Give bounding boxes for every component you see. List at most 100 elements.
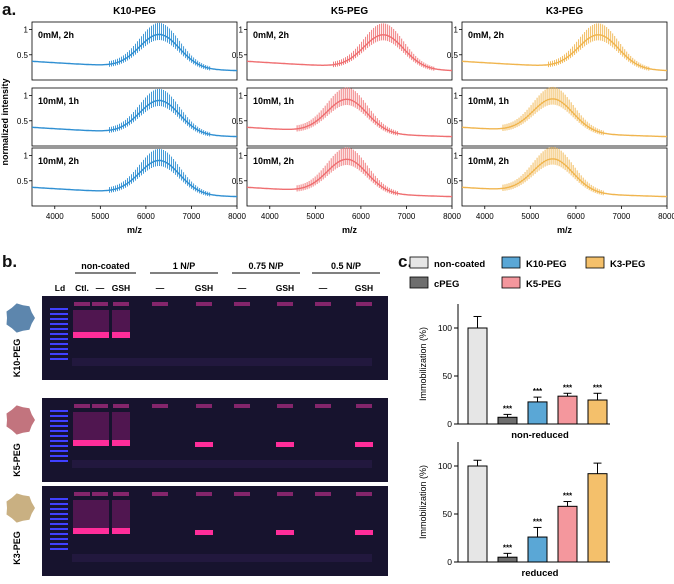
nanoparticle-icon xyxy=(6,493,35,523)
ms-xlabel: m/z xyxy=(127,225,143,235)
gel-band xyxy=(195,530,213,535)
ladder-band xyxy=(50,528,68,530)
ladder-band xyxy=(50,348,68,350)
ladder-band xyxy=(50,450,68,452)
ms-ytick-label: 1 xyxy=(239,26,244,35)
ms-ytick-label: 1 xyxy=(239,152,244,161)
ms-ytick-label: 1 xyxy=(454,26,459,35)
ladder-band xyxy=(50,440,68,442)
ms-column-title: K5-PEG xyxy=(331,6,368,17)
gel-band xyxy=(276,530,294,535)
ms-condition-label: 0mM, 2h xyxy=(38,30,74,40)
ms-ytick-label: 1 xyxy=(454,92,459,101)
ms-ytick-label: 0.5 xyxy=(232,51,244,60)
ms-xtick-label: 5000 xyxy=(521,212,539,221)
gel-band xyxy=(91,440,109,446)
ms-envelope-line xyxy=(32,99,237,138)
ms-envelope-line xyxy=(247,34,452,72)
ms-xtick-label: 6000 xyxy=(352,212,370,221)
significance-marker: *** xyxy=(563,492,573,501)
bar-ytick-label: 50 xyxy=(443,371,453,381)
ms-envelope-line xyxy=(32,33,237,72)
bar-K10-PEG xyxy=(527,401,548,425)
ladder-band xyxy=(50,513,68,515)
ms-plot-frame xyxy=(31,147,238,207)
gel-lane-label: — xyxy=(156,283,165,293)
gel-band xyxy=(355,442,373,447)
ms-ytick-label: 0.5 xyxy=(17,177,29,186)
significance-marker: *** xyxy=(503,543,513,552)
ladder-band xyxy=(50,498,68,500)
ladder-band xyxy=(50,410,68,412)
bar-ytick-label: 0 xyxy=(447,419,452,429)
ms-xlabel: m/z xyxy=(557,225,573,235)
gel-band xyxy=(91,528,109,534)
nanoparticle-icon xyxy=(6,405,35,435)
ms-ytick-label: 1 xyxy=(454,152,459,161)
ms-plot-frame xyxy=(31,21,238,81)
gel-lane-label: GSH xyxy=(195,283,213,293)
ladder-band xyxy=(50,435,68,437)
gel-band xyxy=(112,332,130,338)
ms-xlabel: m/z xyxy=(342,225,358,235)
ms-envelope-line xyxy=(462,98,667,138)
ms-plot-frame xyxy=(31,87,238,147)
ladder-band xyxy=(50,533,68,535)
ladder-band xyxy=(50,508,68,510)
gel-band xyxy=(355,530,373,535)
ms-plot-frame xyxy=(461,147,668,207)
gel-lane-label: GSH xyxy=(276,283,294,293)
bar-K5-PEG xyxy=(557,505,578,563)
bar-K3-PEG xyxy=(587,473,608,563)
ladder-band xyxy=(50,503,68,505)
bar-cPEG xyxy=(497,556,518,563)
ladder-band xyxy=(50,333,68,335)
legend-swatch xyxy=(409,256,429,269)
bar-ytick-label: 100 xyxy=(438,323,452,333)
bar-ytick-label: 50 xyxy=(443,509,453,519)
ms-ytick-label: 0.5 xyxy=(232,177,244,186)
ms-condition-label: 10mM, 1h xyxy=(38,96,79,106)
gel-lane-label: — xyxy=(319,283,328,293)
ms-xtick-label: 5000 xyxy=(306,212,324,221)
ms-envelope-line xyxy=(462,34,667,72)
ladder-band xyxy=(50,518,68,520)
significance-marker: *** xyxy=(533,387,543,396)
gel-band xyxy=(112,528,130,534)
ms-condition-label: 10mM, 1h xyxy=(468,96,509,106)
ladder-band xyxy=(50,425,68,427)
legend-label: non-coated xyxy=(434,259,485,270)
ladder-band xyxy=(50,328,68,330)
gel-row-label: K5-PEG xyxy=(12,443,22,477)
ms-condition-label: 10mM, 2h xyxy=(253,156,294,166)
ladder-band xyxy=(50,420,68,422)
gel-panel: non-coated 1 N/P 0.75 N/P 0.5 N/P Ld Ctl. — GSH… xyxy=(0,258,395,579)
gel-band xyxy=(73,440,91,446)
ms-ytick-label: 1 xyxy=(239,92,244,101)
ms-condition-label: 0mM, 2h xyxy=(253,30,289,40)
ladder-band xyxy=(50,353,68,355)
bar-non-coated xyxy=(467,465,488,563)
gel-band xyxy=(73,332,91,338)
ladder-band xyxy=(50,323,68,325)
gel-lane-label: Ctl. xyxy=(75,283,89,293)
ms-xtick-label: 5000 xyxy=(91,212,109,221)
gel-group-header: 1 N/P xyxy=(173,261,196,271)
bar-K10-PEG xyxy=(527,536,548,563)
ms-envelope-line xyxy=(32,159,237,198)
legend-swatch xyxy=(409,276,429,289)
significance-marker: *** xyxy=(503,404,513,413)
ms-ytick-label: 0.5 xyxy=(17,51,29,60)
legend-swatch xyxy=(585,256,605,269)
ms-xtick-label: 7000 xyxy=(613,212,631,221)
significance-marker: *** xyxy=(533,517,543,526)
bar-K5-PEG xyxy=(557,395,578,425)
ms-column-title: K3-PEG xyxy=(546,6,583,17)
ms-envelope-line xyxy=(462,158,667,198)
ladder-band xyxy=(50,543,68,545)
ms-ytick-label: 1 xyxy=(24,92,29,101)
bar-ylabel: Immobilization (%) xyxy=(418,327,428,401)
immobilization-figure: non-coated K10-PEG K3-PEG cPEG K5-PEG 0 50 100 I… xyxy=(409,256,645,579)
bar-K3-PEG xyxy=(587,399,608,425)
